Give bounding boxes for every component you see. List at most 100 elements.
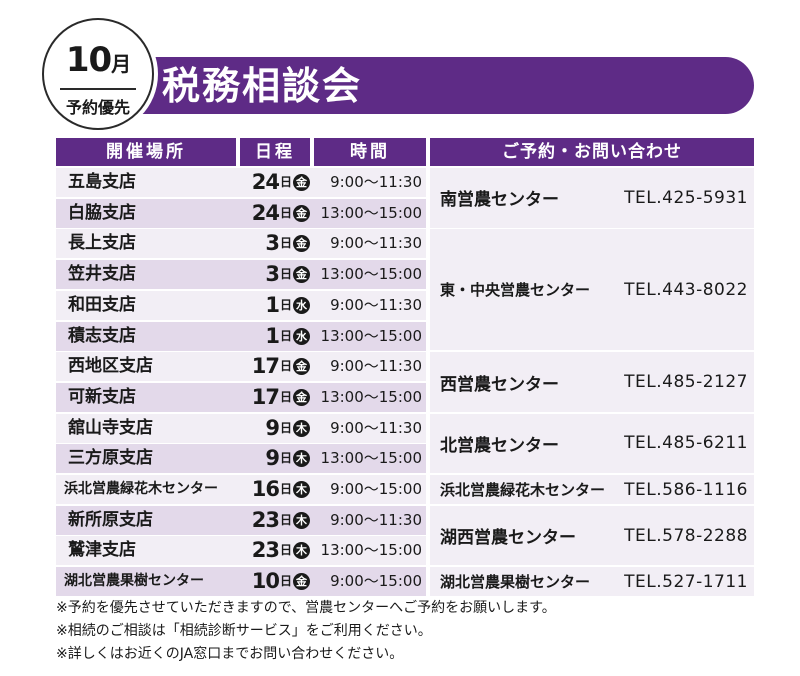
date-cell: 24 日金	[236, 198, 314, 228]
place-cell: 五島支店	[56, 168, 236, 197]
place-cell: 新所原支店	[56, 505, 236, 535]
date-cell: 16 日木	[236, 475, 314, 504]
place-cell: 可新支店	[56, 382, 236, 412]
contact-tel: TEL.485-2127	[624, 372, 748, 393]
date-cell: 17 日金	[236, 352, 314, 382]
time-cell: 9:00〜11:30	[314, 352, 426, 382]
date-day: 17	[251, 354, 280, 379]
date-suffix: 日	[279, 328, 292, 343]
badge-month: 10月	[44, 40, 152, 80]
date-suffix: 日	[279, 512, 292, 527]
date-day: 9	[265, 446, 280, 471]
note-inquiry: ※詳しくはお近くのJA窓口までお問い合わせください。	[56, 646, 404, 662]
date-suffix: 日	[279, 205, 292, 220]
note-inheritance: ※相続のご相談は「相続診断サービス」をご利用ください。	[56, 623, 432, 639]
table-row: 長上支店 3 日金 9:00〜11:30	[56, 229, 426, 259]
weekday-badge: 木	[293, 511, 310, 529]
table-row: 和田支店 1 日水 9:00〜11:30	[56, 290, 426, 320]
date-suffix: 日	[279, 267, 292, 282]
time-cell: 13:00〜15:00	[314, 382, 426, 412]
place-cell: 積志支店	[56, 321, 236, 351]
contact-name: 北営農センター	[440, 435, 559, 456]
date-day: 24	[251, 170, 280, 194]
weekday-badge: 金	[293, 174, 310, 191]
date-suffix: 日	[279, 574, 292, 589]
date-cell: 17 日金	[236, 382, 314, 412]
badge-divider	[60, 88, 136, 90]
table-row: 舘山寺支店 9 日木 9:00〜11:30	[56, 413, 426, 443]
date-day: 24	[251, 200, 280, 225]
header-date: 日程	[240, 138, 310, 166]
table-row: 浜北営農緑花木センター 16 日木 9:00〜15:00	[56, 475, 426, 504]
weekday-badge: 木	[293, 419, 310, 437]
weekday-badge: 木	[293, 542, 310, 560]
time-cell: 13:00〜15:00	[314, 536, 426, 566]
weekday-badge: 金	[293, 204, 310, 222]
date-suffix: 日	[279, 543, 292, 558]
place-cell: 湖北営農果樹センター	[56, 567, 236, 597]
time-cell: 13:00〜15:00	[314, 444, 426, 474]
date-day: 3	[265, 262, 280, 287]
table-row: 五島支店 24 日金 9:00〜11:30	[56, 168, 426, 197]
contact-name: 湖北営農果樹センター	[440, 573, 591, 592]
date-day: 16	[251, 477, 280, 501]
contact-block: 南営農センター TEL.425-5931	[430, 168, 754, 228]
date-suffix: 日	[279, 359, 292, 374]
time-cell: 9:00〜11:30	[314, 290, 426, 320]
date-suffix: 日	[279, 451, 292, 466]
contact-block: 東・中央営農センター TEL.443-8022	[430, 229, 754, 351]
table-row: 西地区支店 17 日金 9:00〜11:30	[56, 352, 426, 382]
date-cell: 23 日木	[236, 536, 314, 566]
badge-subtitle: 予約優先	[65, 98, 130, 117]
time-cell: 13:00〜15:00	[314, 321, 426, 351]
title-banner	[120, 57, 754, 114]
notes: ※予約を優先させていただきますので、営農センターへご予約をお願いします。 ※相続…	[56, 597, 556, 666]
weekday-badge: 金	[293, 388, 310, 406]
weekday-badge: 金	[293, 235, 310, 253]
weekday-badge: 水	[293, 296, 310, 314]
time-cell: 13:00〜15:00	[314, 260, 426, 290]
page-title: 税務相談会	[162, 64, 363, 108]
contact-block: 湖北営農果樹センター TEL.527-1711	[430, 567, 754, 597]
place-cell: 西地区支店	[56, 352, 236, 382]
date-day: 3	[265, 231, 280, 256]
contact-tel: TEL.425-5931	[624, 187, 748, 208]
weekday-badge: 木	[293, 450, 310, 468]
contact-name: 浜北営農緑花木センター	[440, 481, 606, 499]
date-cell: 23 日木	[236, 505, 314, 535]
date-suffix: 日	[279, 236, 292, 251]
badge-month-number: 10	[65, 40, 112, 80]
date-suffix: 日	[279, 297, 292, 312]
weekday-badge: 金	[293, 358, 310, 376]
place-cell: 舘山寺支店	[56, 413, 236, 443]
time-cell: 9:00〜15:00	[314, 567, 426, 597]
place-cell: 浜北営農緑花木センター	[56, 475, 236, 504]
weekday-badge: 水	[293, 327, 310, 345]
date-suffix: 日	[279, 482, 292, 496]
contact-tel: TEL.527-1711	[624, 571, 748, 592]
table-row: 新所原支店 23 日木 9:00〜11:30	[56, 505, 426, 535]
date-day: 17	[251, 384, 280, 409]
header-place: 開催場所	[56, 138, 236, 166]
contact-block: 浜北営農緑花木センター TEL.586-1116	[430, 475, 754, 504]
time-cell: 13:00〜15:00	[314, 198, 426, 228]
weekday-badge: 金	[293, 573, 310, 591]
weekday-badge: 木	[293, 481, 310, 498]
time-cell: 9:00〜15:00	[314, 475, 426, 504]
place-cell: 三方原支店	[56, 444, 236, 474]
time-cell: 9:00〜11:30	[314, 505, 426, 535]
date-day: 23	[251, 538, 280, 563]
table-row: 笠井支店 3 日金 13:00〜15:00	[56, 260, 426, 290]
month-badge: 10月 予約優先	[42, 18, 154, 130]
badge-month-suffix: 月	[111, 52, 131, 76]
date-suffix: 日	[279, 420, 292, 435]
place-cell: 和田支店	[56, 290, 236, 320]
date-cell: 24 日金	[236, 168, 314, 197]
date-day: 23	[251, 507, 280, 532]
place-cell: 笠井支店	[56, 260, 236, 290]
